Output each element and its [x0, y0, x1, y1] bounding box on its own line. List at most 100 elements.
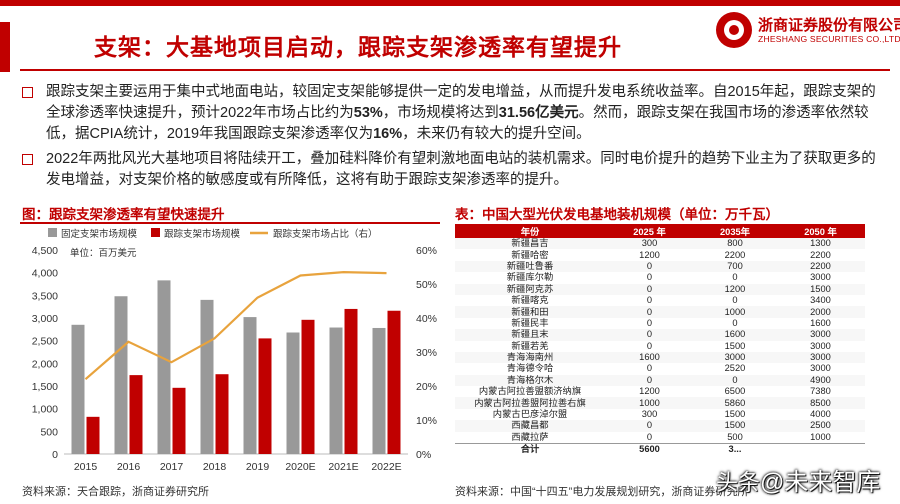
y2-tick-label: 60%: [416, 245, 437, 257]
table-cell-value: 0: [732, 272, 738, 283]
bar-tracker-mount: [344, 308, 358, 454]
table-cell-region: 青海德令哈: [506, 363, 554, 374]
y2-tick-label: 10%: [416, 415, 437, 427]
table-cell-value: 0: [605, 283, 695, 295]
text-run: ，未来仍有较大的提升空间。: [402, 126, 591, 142]
table-cell-value: 700: [694, 260, 776, 273]
table-cell-value: 500: [727, 431, 743, 442]
table-cell-value: 0: [646, 363, 653, 374]
table-row: 新疆民丰 0 0 1600: [455, 318, 865, 329]
bar-tracker-mount: [172, 387, 186, 454]
table-cell-value: 1200: [639, 386, 660, 397]
table-cell-value: 0: [646, 431, 653, 442]
table-row: 青海德令哈 0 2520 3000: [455, 363, 865, 374]
table-cell-region: 新疆阿克苏: [455, 283, 605, 295]
text-run: 跟踪支架主要运用于集中式地面电站，较固定支架能够提供一定的发电增益，从而提升发电…: [46, 84, 876, 121]
y-tick-label: 1,500: [32, 381, 58, 393]
table-cell-value: 0: [646, 317, 653, 328]
table-cell-value: 0: [646, 295, 653, 306]
highlight-figure: 16%: [373, 126, 403, 142]
bar-fixed-mount: [372, 327, 386, 454]
table-cell-value: 3000: [810, 363, 831, 374]
highlight-figure: 53%: [353, 105, 383, 121]
market-size-chart: 0 500 1,000 1,500 2,000 2,500 3,000 3,500 4,000 4…: [32, 228, 437, 473]
table-row: 西藏拉萨 0 500 1000: [455, 432, 865, 444]
watermark: 头条@未来智库: [716, 462, 880, 497]
y2-tick-label: 20%: [416, 381, 437, 393]
y-tick-label: 0: [52, 449, 58, 461]
chart-source: 资料来源：天合跟踪，浙商证券研究所: [22, 486, 209, 498]
table-caption: 表：中国大型光伏发电基地装机规模（单位：万千瓦）: [455, 207, 779, 222]
table-header-cell: 2025 年: [605, 224, 695, 238]
bar-tracker-mount: [258, 338, 272, 454]
table-row: 新疆阿克苏 0 1200 1500: [455, 283, 865, 295]
x-tick-label: 2016: [117, 461, 141, 473]
table-cell-value: 2200: [775, 260, 865, 273]
x-tick-label: 2017: [160, 461, 184, 473]
table-cell-region: 内蒙古阿拉善盟额济纳旗: [478, 386, 582, 397]
table-row: 新疆昌吉 300 800 1300: [455, 238, 865, 250]
y-tick-label: 2,000: [32, 358, 58, 370]
legend-label: 跟踪支架市场占比（右）: [273, 228, 378, 240]
bar-fixed-mount: [286, 332, 300, 454]
table-cell-value: 4900: [775, 374, 865, 387]
x-tick-label: 2019: [246, 461, 270, 473]
table-header-row: 年份 2025 年 2035年 2050 年: [455, 224, 865, 238]
table-cell-region: 青海海南州: [455, 351, 605, 364]
legend-label: 固定支架市场规模: [61, 228, 138, 240]
table-row: 新疆哈密 1200 2200 2200: [455, 249, 865, 260]
table-cell-region: 合计: [455, 443, 605, 456]
bullet-square-icon: [22, 154, 33, 165]
title-divider: [20, 69, 890, 71]
y-tick-label: 2,500: [32, 336, 58, 348]
table-row: 青海海南州 1600 3000 3000: [455, 351, 865, 364]
table-cell-value: 4000: [810, 409, 831, 420]
table-header-cell: 年份: [455, 224, 605, 238]
bar-tracker-mount: [86, 416, 100, 454]
table-header-cell: 2035年: [694, 224, 776, 238]
x-tick-label: 2020E: [285, 461, 315, 473]
bar-fixed-mount: [114, 296, 128, 454]
table-cell-value: 3...: [694, 443, 776, 456]
table-cell-value: 1500: [775, 283, 865, 295]
company-logo: 浙商证券股份有限公司 ZHESHANG SECURITIES CO.,LTD: [716, 12, 900, 52]
y2-tick-label: 0%: [416, 449, 431, 461]
table-cell-value: 0: [605, 306, 695, 318]
table-cell-value: 3000: [810, 272, 831, 283]
y-tick-label: 500: [40, 426, 58, 438]
table-cell-value: 3000: [775, 351, 865, 364]
table-row: 内蒙古巴彦淖尔盟 300 1500 4000: [455, 409, 865, 420]
watermark-glyph: 头条: [716, 470, 761, 495]
logo-name-cn: 浙商证券股份有限公司: [758, 17, 900, 34]
table-cell-region: 新疆哈密: [511, 249, 549, 260]
x-tick-label: 2021E: [328, 461, 358, 473]
bar-fixed-mount: [243, 317, 257, 454]
table-cell-region: 新疆若羌: [511, 340, 549, 351]
legend-swatch: [151, 228, 160, 237]
table-row: 内蒙古阿拉善盟额济纳旗 1200 6500 7380: [455, 386, 865, 397]
top-accent-bar: [0, 0, 900, 6]
table-cell-region: 西藏昌都: [455, 420, 605, 432]
table-row: 新疆若羌 0 1500 3000: [455, 341, 865, 352]
table-cell-value: 2000: [775, 306, 865, 318]
table-cell-value: 1600: [605, 351, 695, 364]
table-cell-value: 3400: [810, 295, 831, 306]
bar-fixed-mount: [71, 324, 85, 454]
table-cell-region: 青海格尔木: [455, 374, 605, 387]
table-cell-value: 1600: [810, 317, 831, 328]
table-cell-value: 300: [605, 238, 695, 250]
table-cell-region: 新疆且末: [455, 329, 605, 341]
table-cell-value: 0: [732, 317, 738, 328]
bullet-text-2: 2022年两批风光大基地项目将陆续开工，叠加硅料降价有望刺激地面电站的装机需求。…: [46, 149, 882, 191]
table-cell-value: 5860: [694, 397, 776, 409]
table-cell-value: 1000: [810, 431, 831, 442]
table-row: 内蒙古阿拉善盟阿拉善右旗 1000 5860 8500: [455, 397, 865, 409]
table-cell-region: 新疆吐鲁番: [455, 260, 605, 273]
table-cell-value: 3000: [810, 340, 831, 351]
table-cell-value: 800: [694, 238, 776, 250]
table-cell-value: 0: [646, 340, 653, 351]
bullet-text-1: 跟踪支架主要运用于集中式地面电站，较固定支架能够提供一定的发电增益，从而提升发电…: [46, 82, 882, 145]
tracker-share-line: [84, 270, 387, 381]
y-tick-label: 4,000: [32, 268, 58, 280]
table-cell-region: 西藏拉萨: [511, 431, 549, 442]
